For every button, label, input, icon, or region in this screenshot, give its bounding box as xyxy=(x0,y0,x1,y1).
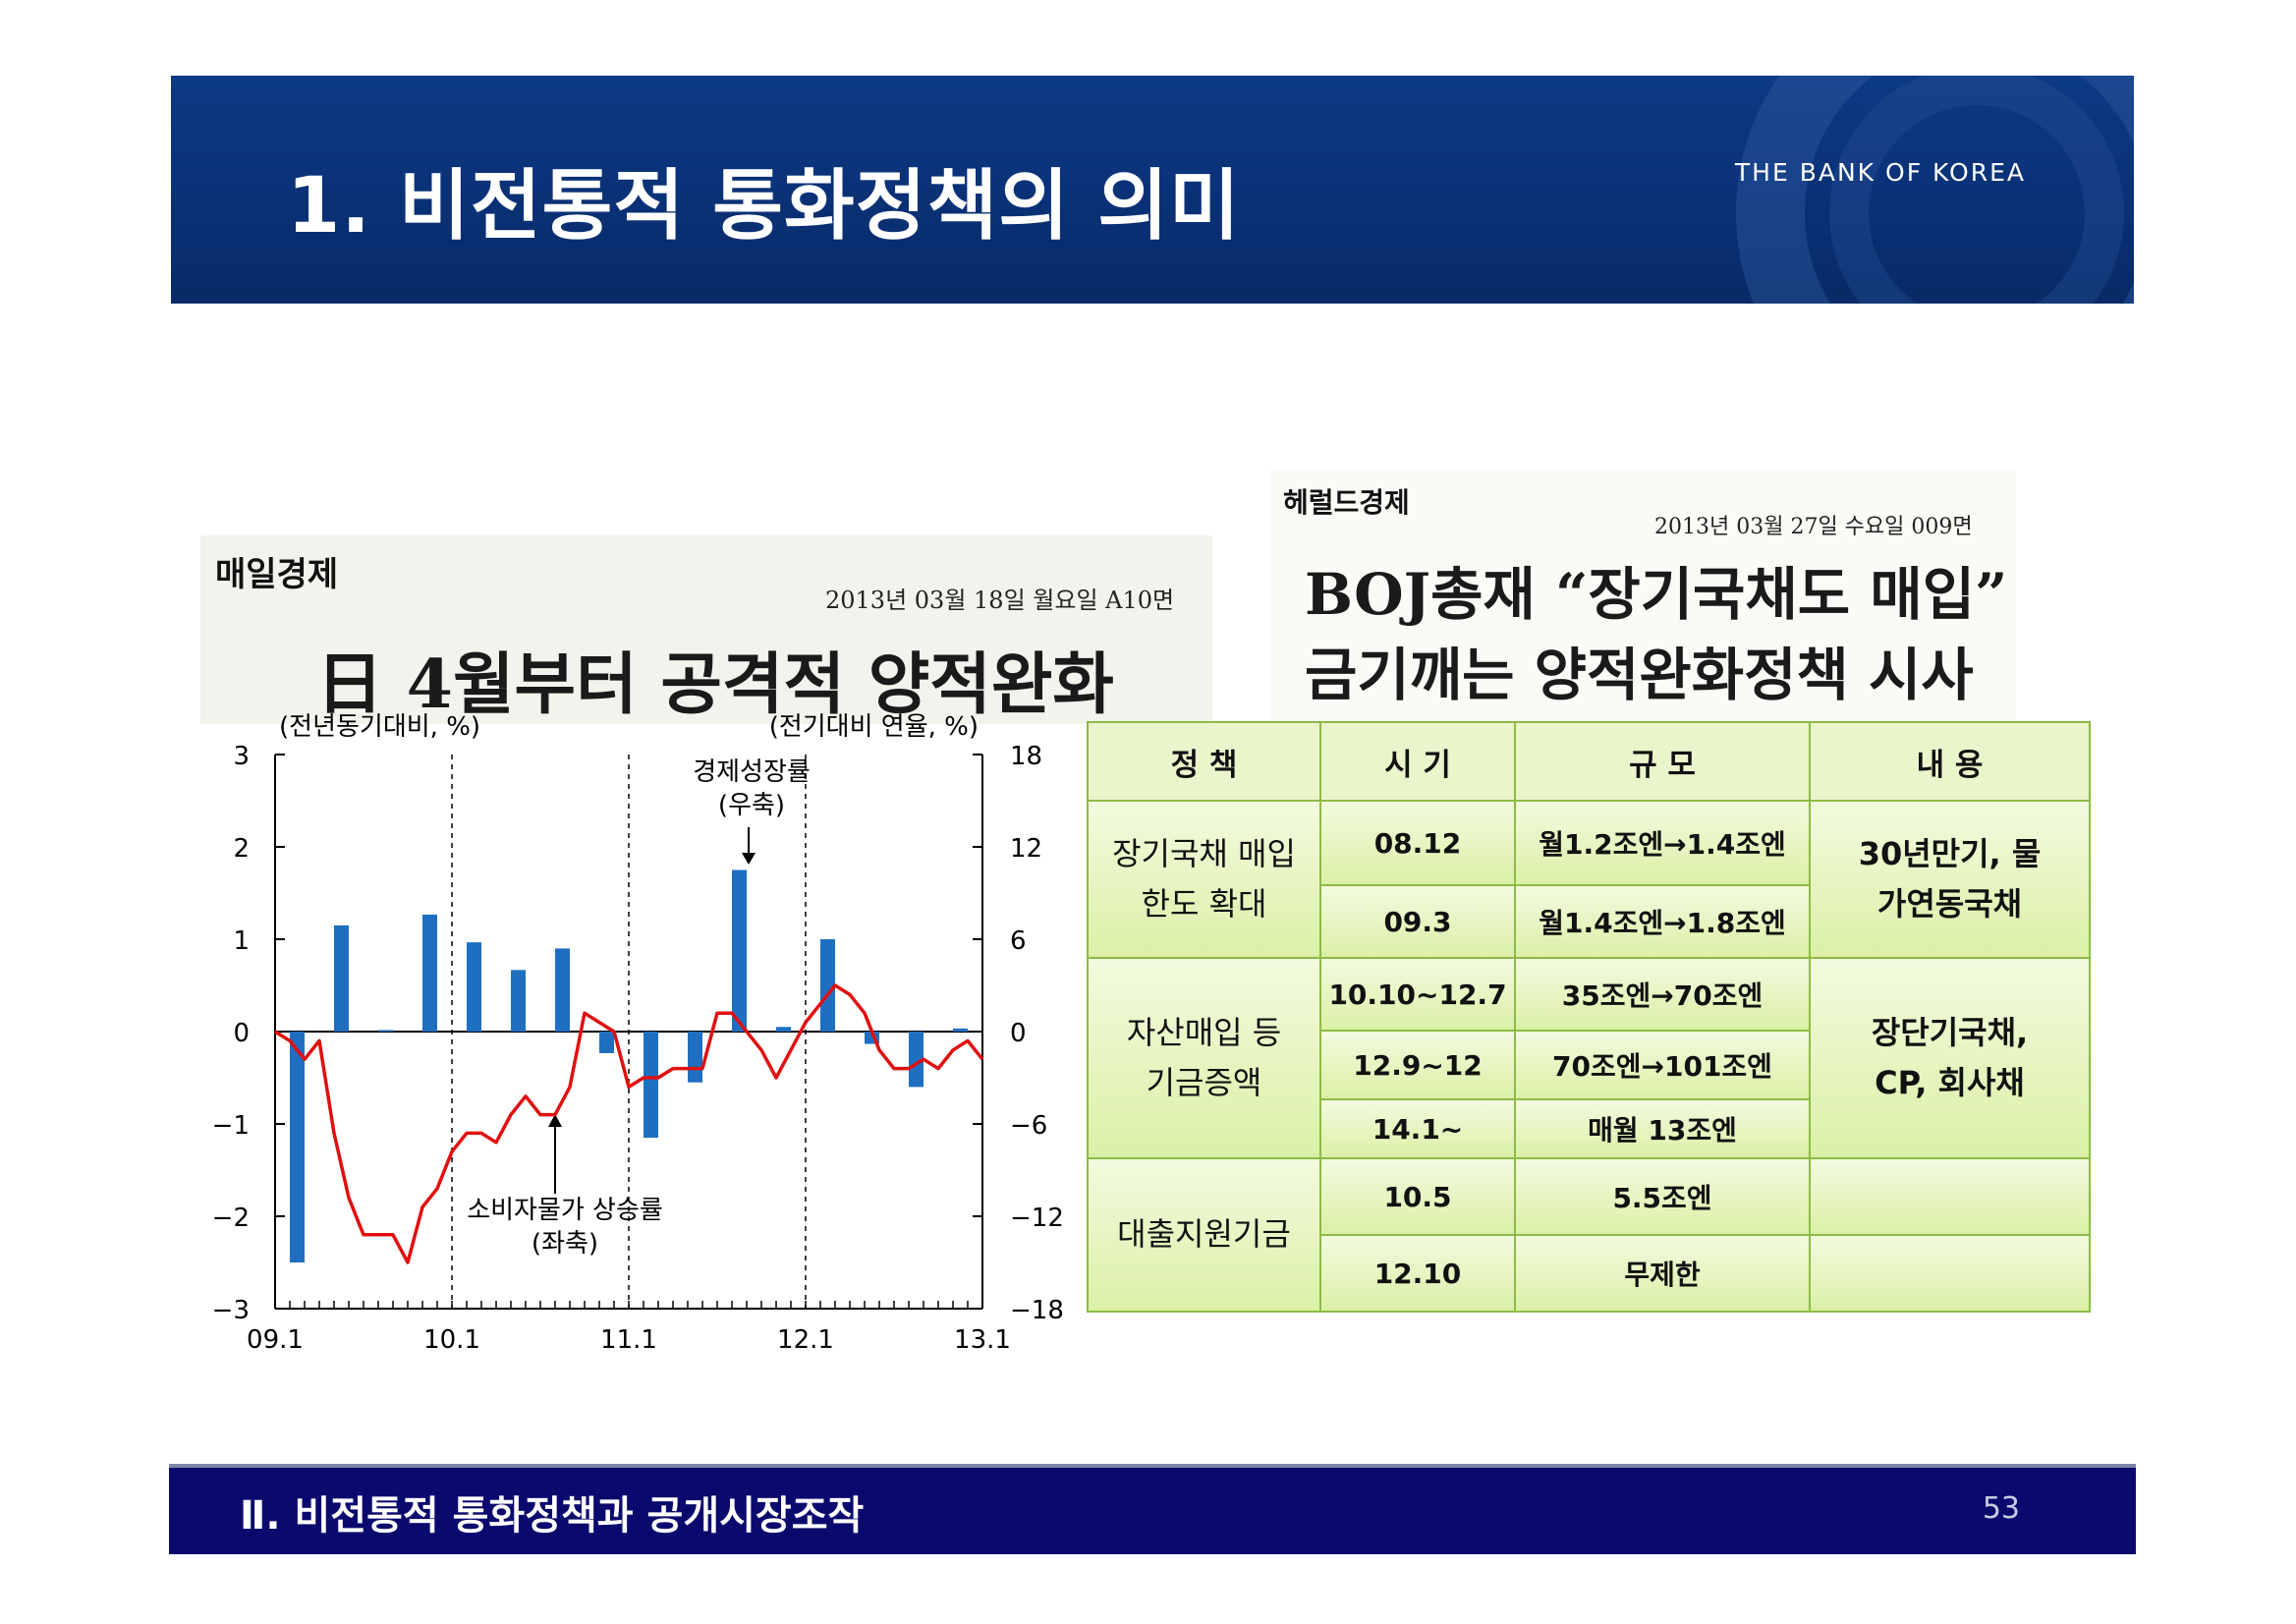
economic-chart: 3 2 1 0 −1 −2 −3 18 12 6 0 −6 −12 −18 09.1 10.1 11.1 12.1… xyxy=(212,712,1064,1355)
right-tick-label: 0 xyxy=(1010,1019,1027,1048)
table-row: 12.9~12 70조엔→101조엔 xyxy=(1088,1030,2090,1100)
headline-line-1: BOJ총재 “장기국채도 매입” xyxy=(1305,561,2008,628)
period-cell: 12.9~12 xyxy=(1319,1030,1516,1100)
gdp-bar xyxy=(467,942,481,1032)
gdp-bar xyxy=(776,1027,791,1032)
column-header: 내 용 xyxy=(1809,721,2091,802)
publication-name: 헤럴드경제 xyxy=(1283,486,1410,519)
policy-table: 정 책 시 기 규 모 내 용 장기국채 매입한도 확대 08.12 월1.2조… xyxy=(1087,721,2091,1313)
x-tick-label: 11.1 xyxy=(600,1325,657,1355)
period-cell: 10.5 xyxy=(1319,1157,1516,1236)
right-tick-label: −12 xyxy=(1010,1204,1064,1233)
left-tick-label: 2 xyxy=(233,834,250,864)
cpi-annotation: 소비자물가 상승률 xyxy=(467,1196,663,1225)
left-tick-label: 0 xyxy=(233,1019,250,1048)
right-tick-label: −18 xyxy=(1010,1296,1064,1325)
dateline: 2013년 03월 18일 월요일 A10면 xyxy=(825,587,1175,614)
gdp-bar xyxy=(511,970,526,1032)
gdp-bar xyxy=(599,1032,614,1053)
right-tick-label: 6 xyxy=(1010,926,1027,956)
table-row: 12.10 무제한 xyxy=(1088,1234,2091,1313)
scale-cell: 매월 13조엔 xyxy=(1514,1098,1811,1159)
period-cell: 12.10 xyxy=(1319,1234,1516,1313)
policy-cell: 장기국채 매입한도 확대 xyxy=(1087,800,1321,959)
x-tick-label: 13.1 xyxy=(954,1325,1011,1355)
x-tick-label: 09.1 xyxy=(247,1325,304,1355)
gdp-bar xyxy=(644,1032,658,1139)
table-row: 장기국채 매입한도 확대 08.12 월1.2조엔→1.4조엔 30년만기, 물… xyxy=(1087,800,2091,959)
left-tick-label: −1 xyxy=(212,1111,250,1141)
headline: 日 4월부터 공격적 양적완화 xyxy=(316,645,1114,724)
table-row: 대출지원기금 10.5 5.5조엔 xyxy=(1087,1157,2091,1313)
x-tick-label: 12.1 xyxy=(777,1325,834,1355)
scale-cell: 35조엔→70조엔 xyxy=(1514,957,1811,1032)
newspaper-clip-right: 헤럴드경제 2013년 03월 27일 수요일 009면 BOJ총재 “장기국채… xyxy=(1269,470,2016,727)
period-cell: 10.10~12.7 xyxy=(1319,957,1516,1032)
left-tick-label: −2 xyxy=(212,1204,250,1233)
section-title: Ⅱ. 비전통적 통화정책과 공개시장조작 xyxy=(240,1493,865,1539)
left-tick-label: 1 xyxy=(233,926,250,956)
gdp-annotation: (우축) xyxy=(718,791,785,820)
publication-name: 매일경제 xyxy=(215,555,339,594)
scale-cell: 70조엔→101조엔 xyxy=(1514,1030,1811,1100)
period-cell: 14.1~ xyxy=(1319,1098,1516,1159)
gdp-bar xyxy=(820,939,835,1032)
cpi-annotation: (좌축) xyxy=(532,1229,598,1259)
right-tick-label: −6 xyxy=(1010,1111,1047,1141)
cpi-line xyxy=(274,983,984,1264)
gdp-bar xyxy=(290,1032,305,1262)
right-tick-label: 18 xyxy=(1010,742,1042,771)
page-number: 53 xyxy=(1982,1491,2020,1526)
table-header-row: 정 책 시 기 규 모 내 용 xyxy=(1087,721,2091,802)
right-axis-unit: (전기대비 연율, %) xyxy=(769,712,979,742)
gdp-bar xyxy=(555,948,570,1032)
policy-cell: 대출지원기금 xyxy=(1087,1157,1321,1313)
left-axis-unit: (전년동기대비, %) xyxy=(279,712,480,742)
gdp-bar xyxy=(422,914,437,1032)
gdp-bar xyxy=(378,1030,393,1032)
policy-cell: 자산매입 등 기금증액 xyxy=(1087,957,1321,1159)
gdp-annotation: 경제성장률 xyxy=(693,757,811,787)
footer-banner: Ⅱ. 비전통적 통화정책과 공개시장조작 53 xyxy=(169,1464,2136,1554)
scale-cell: 5.5조엔 xyxy=(1514,1157,1811,1236)
content-cell: 장단기국채, CP, 회사채 xyxy=(1809,957,2091,1159)
table-row: 14.1~ 매월 13조엔 xyxy=(1088,1098,2090,1159)
period-cell: 09.3 xyxy=(1319,884,1516,959)
column-header: 정 책 xyxy=(1087,721,1321,802)
gdp-bar xyxy=(909,1032,924,1088)
scale-cell: 월1.2조엔→1.4조엔 xyxy=(1514,800,1811,886)
gdp-bar xyxy=(334,924,349,1032)
scale-cell: 월1.4조엔→1.8조엔 xyxy=(1514,884,1811,959)
bank-logo-swirl xyxy=(1736,76,2134,304)
column-header: 규 모 xyxy=(1514,721,1811,802)
page-title: 1. 비전통적 통화정책의 의미 xyxy=(287,162,1241,251)
content-cell xyxy=(1809,1234,2091,1313)
left-tick-label: 3 xyxy=(233,742,250,771)
gdp-arrow-head xyxy=(742,853,756,865)
right-tick-label: 12 xyxy=(1010,834,1042,864)
left-tick-label: −3 xyxy=(212,1296,250,1325)
scale-cell: 무제한 xyxy=(1514,1234,1811,1313)
header-banner: 1. 비전통적 통화정책의 의미 THE BANK OF KOREA xyxy=(171,76,2134,304)
gdp-bar xyxy=(732,869,747,1032)
gdp-bar xyxy=(688,1032,702,1083)
gdp-bar xyxy=(953,1028,968,1032)
cpi-arrow-head xyxy=(548,1114,562,1127)
content-cell: 30년만기, 물가연동국채 xyxy=(1809,800,2091,959)
dateline: 2013년 03월 27일 수요일 009면 xyxy=(1654,515,1973,539)
table-row: 자산매입 등 기금증액 10.10~12.7 35조엔→70조엔 장단기국채, … xyxy=(1087,957,2091,1159)
table-row: 09.3 월1.4조엔→1.8조엔 xyxy=(1088,884,2090,959)
content-cell xyxy=(1809,1157,2091,1236)
newspaper-clip-left: 매일경제 2013년 03월 18일 월요일 A10면 日 4월부터 공격적 양… xyxy=(200,535,1212,724)
period-cell: 08.12 xyxy=(1319,800,1516,886)
x-tick-label: 10.1 xyxy=(423,1325,480,1355)
brand-name: THE BANK OF KOREA xyxy=(1734,158,2026,187)
headline-line-2: 금기깨는 양적완화정책 시사 xyxy=(1305,642,1974,708)
column-header: 시 기 xyxy=(1319,721,1516,802)
